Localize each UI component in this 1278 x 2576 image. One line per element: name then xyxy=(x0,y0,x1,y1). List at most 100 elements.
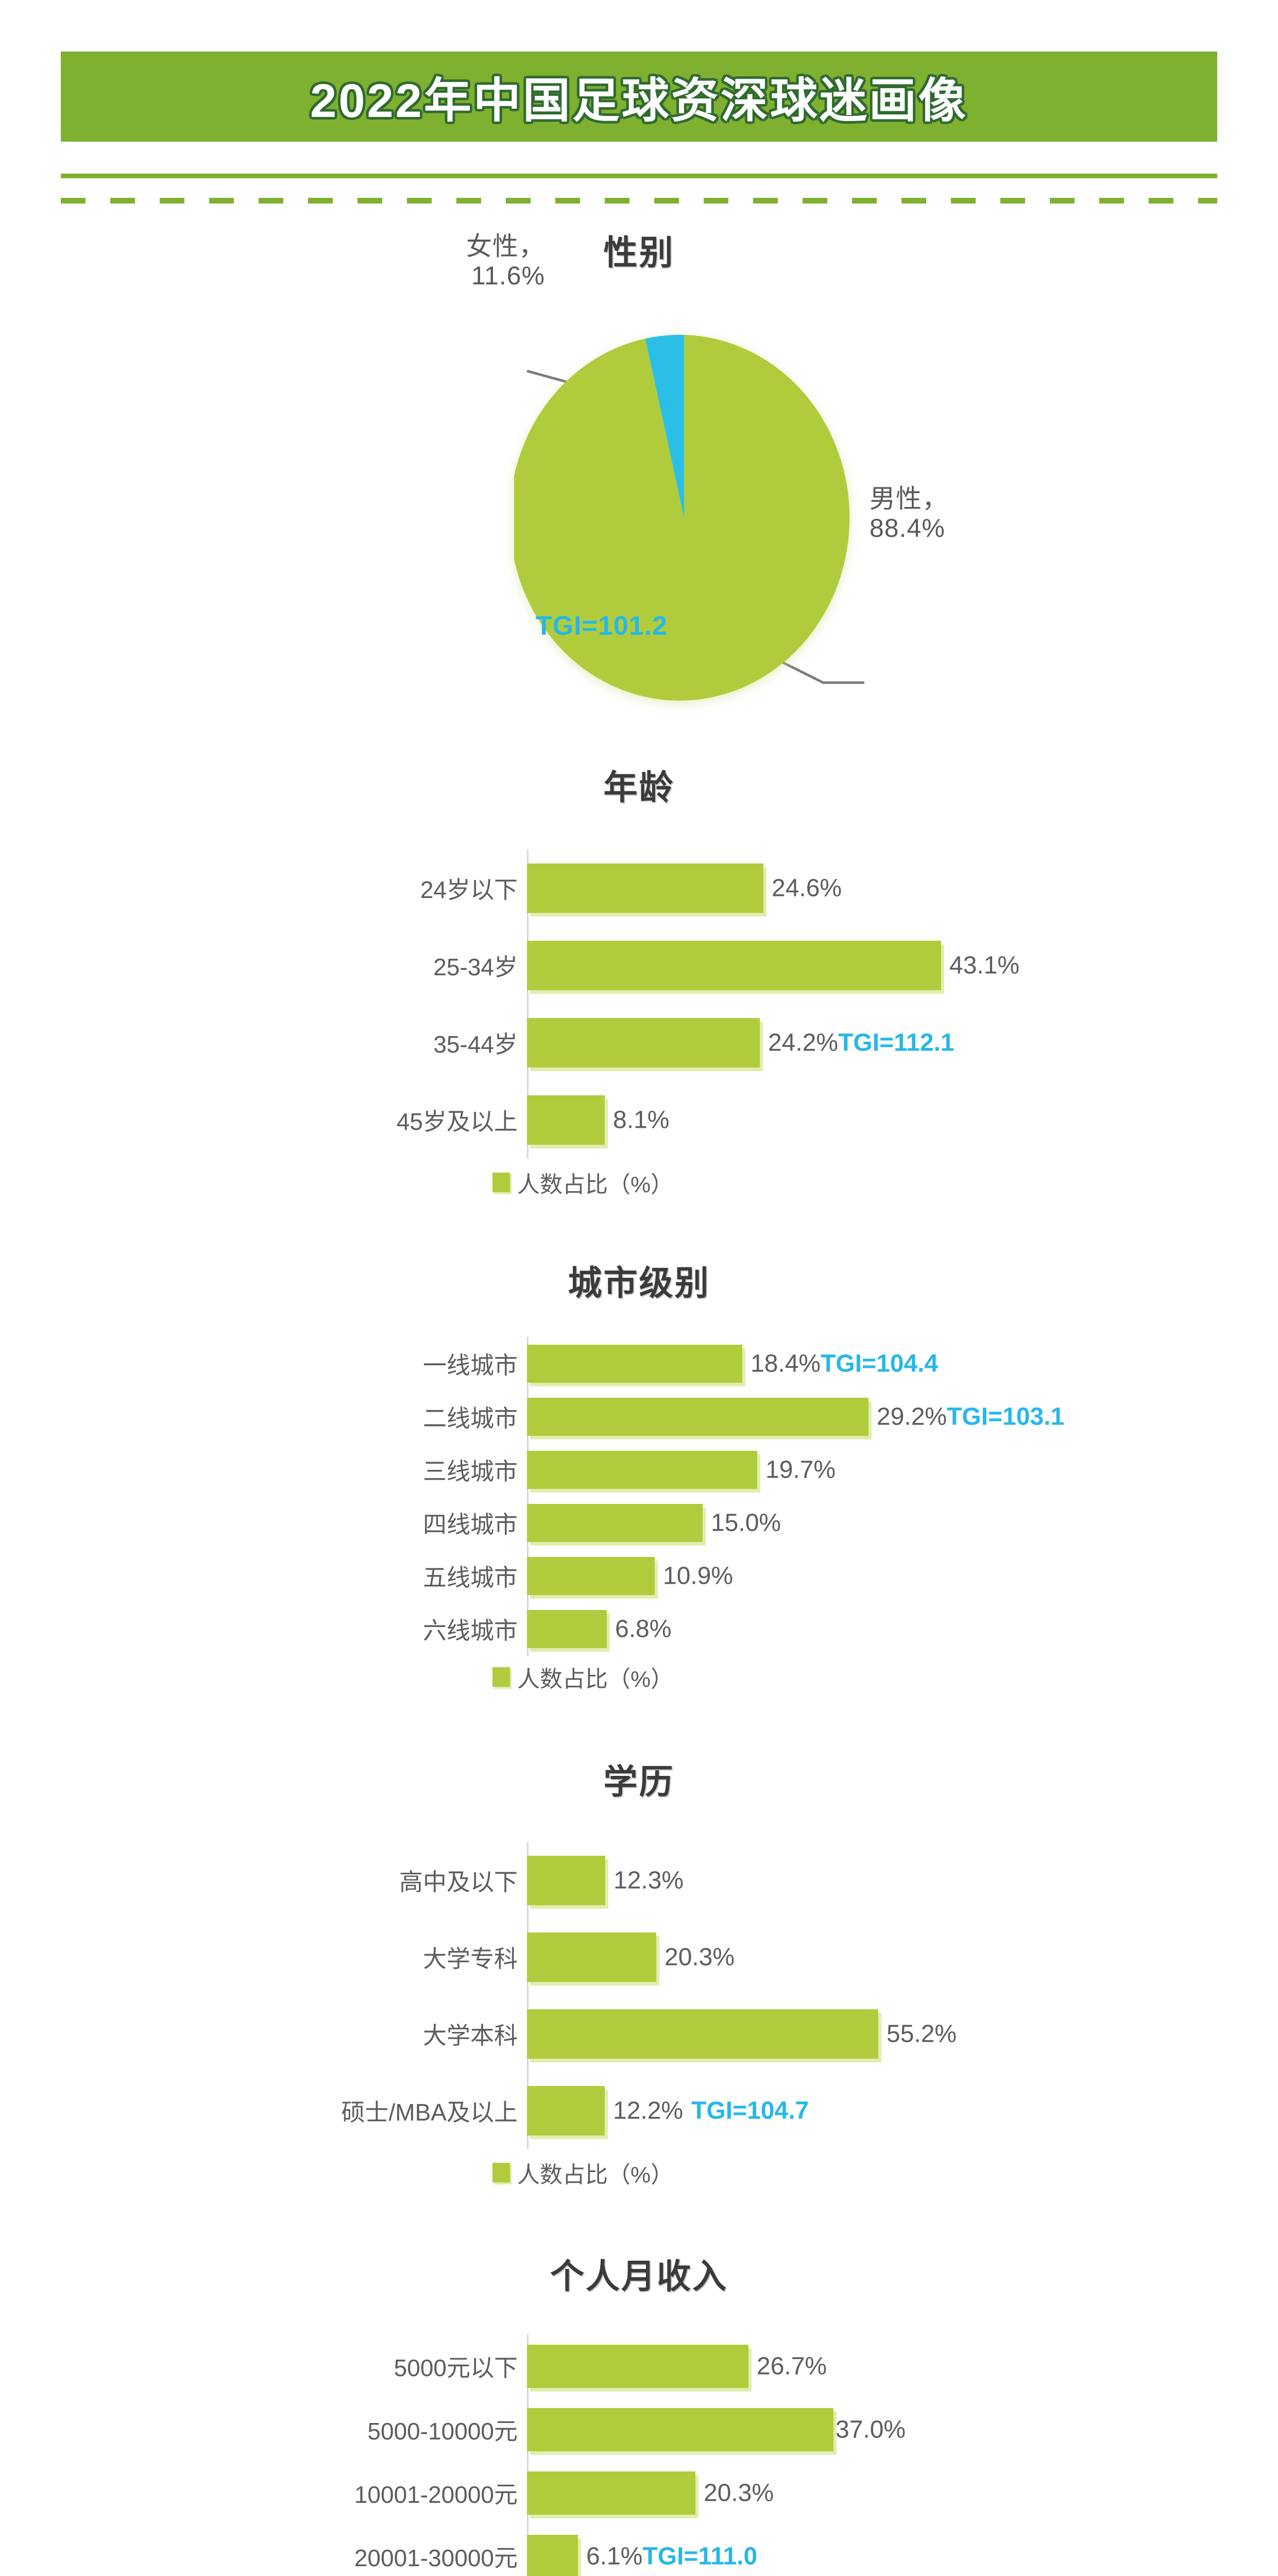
gender-title: 性别 xyxy=(603,233,675,272)
row-track: 37.0% xyxy=(527,2408,906,2451)
gender-pie-svg xyxy=(514,334,850,701)
table-row: 六线城市 6.8% xyxy=(61,1602,1217,1655)
legend-swatch-icon xyxy=(492,2163,510,2182)
city-axis xyxy=(527,1337,529,1656)
row-value-group: 20.3% xyxy=(656,1943,735,1971)
row-category: 五线城市 xyxy=(423,1564,518,1591)
row-bar xyxy=(527,1018,760,1067)
row-bar xyxy=(527,2471,695,2515)
row-value: 43.1% xyxy=(949,952,1020,979)
row-track: 20.3% xyxy=(527,1932,735,1982)
row-value: 55.2% xyxy=(887,2020,957,2047)
row-track: 24.6% xyxy=(527,863,842,913)
row-category: 硕士/MBA及以上 xyxy=(341,2098,518,2126)
section-gender: 性别 女性， 11.6% 男性， 88.4% xyxy=(0,204,1278,755)
row-value: 12.3% xyxy=(614,1867,684,1894)
city-rows: 一线城市 18.4% TGI=104.4 二线城市 29.2% xyxy=(61,1337,1217,1656)
row-value: 6.8% xyxy=(615,1615,672,1642)
gender-tgi: TGI=101.2 xyxy=(535,611,668,641)
age-chart: 24岁以下 24.6% 25-34岁 43.1% xyxy=(61,850,1217,1199)
table-row: 三线城市 19.7% xyxy=(61,1443,1217,1496)
row-category: 一线城市 xyxy=(423,1351,518,1379)
row-category: 二线城市 xyxy=(423,1404,518,1432)
row-value-group: 55.2% xyxy=(878,2020,957,2048)
legend-label: 人数占比（%） xyxy=(517,1667,674,1692)
row-track: 6.8% xyxy=(527,1609,671,1648)
row-bar xyxy=(527,1503,703,1542)
legend-label: 人数占比（%） xyxy=(517,2162,674,2188)
row-value: 29.2% xyxy=(877,1403,947,1430)
table-row: 45岁及以上 8.1% xyxy=(61,1081,1217,1159)
pie-label-male: 男性， 88.4% xyxy=(870,484,1086,543)
row-value-group: 37.0% xyxy=(833,2415,906,2444)
row-value-group: 43.1% xyxy=(941,952,1019,980)
row-bar xyxy=(527,1095,605,1145)
table-row: 35-44岁 24.2% TGI=112.1 xyxy=(61,1004,1217,1081)
income-title: 个人月收入 xyxy=(550,2257,728,2295)
city-title: 城市级别 xyxy=(568,1264,710,1302)
row-value-group: 8.1% xyxy=(605,1106,669,1134)
table-row: 高中及以下 12.3% xyxy=(61,1842,1217,1919)
education-title: 学历 xyxy=(603,1762,675,1801)
table-row: 四线城市 15.0% xyxy=(61,1496,1217,1549)
pie-slice-male xyxy=(514,335,850,701)
income-axis xyxy=(527,2334,529,2576)
row-bar xyxy=(527,1932,656,1982)
row-category: 45岁及以上 xyxy=(396,1108,518,1135)
table-row: 10001-20000元 20.3% xyxy=(61,2461,1217,2524)
row-value-group: 12.2% TGI=104.7 xyxy=(605,2096,809,2125)
row-track: 20.3% xyxy=(527,2471,774,2515)
row-value: 37.0% xyxy=(836,2416,906,2443)
row-value-group: 6.8% xyxy=(607,1615,671,1643)
title-banner: 2022年中国足球资深球迷画像 xyxy=(61,52,1217,142)
row-value-group: 12.3% xyxy=(605,1866,684,1894)
row-bar xyxy=(527,2408,833,2451)
age-axis xyxy=(527,850,529,1159)
table-row: 24岁以下 24.6% xyxy=(61,850,1217,927)
age-rows: 24岁以下 24.6% 25-34岁 43.1% xyxy=(61,850,1217,1159)
education-legend: 人数占比（%） xyxy=(61,2156,1217,2189)
row-track: 15.0% xyxy=(527,1503,781,1542)
row-value: 24.2% xyxy=(768,1029,839,1057)
row-bar xyxy=(527,1397,868,1436)
row-tgi: TGI=111.0 xyxy=(642,2543,758,2570)
row-value-group: 20.3% xyxy=(695,2479,774,2507)
section-age: 年龄 24岁以下 24.6% 25-34岁 xyxy=(0,760,1278,1199)
row-value: 12.2% xyxy=(613,2097,684,2124)
row-category: 四线城市 xyxy=(423,1511,518,1538)
table-row: 5000-10000元 37.0% xyxy=(61,2398,1217,2461)
table-row: 硕士/MBA及以上 12.2% TGI=104.7 xyxy=(61,2072,1217,2149)
section-income: 个人月收入 5000元以下 26.7% 5000-10000元 xyxy=(0,2249,1278,2576)
pie-label-female: 女性， 11.6% xyxy=(390,232,545,291)
row-value: 10.9% xyxy=(663,1562,734,1589)
row-track: 12.2% TGI=104.7 xyxy=(527,2086,809,2136)
row-category: 三线城市 xyxy=(423,1458,518,1485)
row-bar xyxy=(527,941,941,990)
row-bar xyxy=(527,863,763,913)
pie-figure xyxy=(514,330,854,706)
row-value: 24.6% xyxy=(772,874,842,902)
city-chart: 一线城市 18.4% TGI=104.4 二线城市 29.2% xyxy=(61,1337,1217,1693)
age-title: 年龄 xyxy=(603,768,675,806)
table-row: 大学专科 20.3% xyxy=(61,1919,1217,1995)
row-track: 43.1% xyxy=(527,941,1019,990)
row-track: 6.1% TGI=111.0 xyxy=(527,2534,757,2576)
row-value-group: 26.7% xyxy=(748,2352,827,2380)
city-legend: 人数占比（%） xyxy=(61,1660,1217,1693)
legend-swatch-icon xyxy=(492,1667,510,1687)
education-axis xyxy=(527,1842,529,2149)
row-track: 26.7% xyxy=(527,2344,827,2388)
row-bar xyxy=(527,2009,878,2059)
row-track: 8.1% xyxy=(527,1095,669,1145)
row-tgi: TGI=112.1 xyxy=(838,1029,955,1057)
row-track: 18.4% TGI=104.4 xyxy=(527,1344,938,1383)
row-tgi: TGI=103.1 xyxy=(947,1403,1065,1430)
row-track: 12.3% xyxy=(527,1855,684,1905)
row-bar xyxy=(527,2344,748,2388)
age-legend: 人数占比（%） xyxy=(61,1166,1217,1199)
row-value-group: 10.9% xyxy=(655,1562,733,1590)
row-category: 六线城市 xyxy=(423,1617,518,1644)
row-track: 55.2% xyxy=(527,2009,957,2059)
row-category: 5000元以下 xyxy=(394,2354,518,2381)
gender-chart: 性别 女性， 11.6% 男性， 88.4% xyxy=(61,204,1217,755)
